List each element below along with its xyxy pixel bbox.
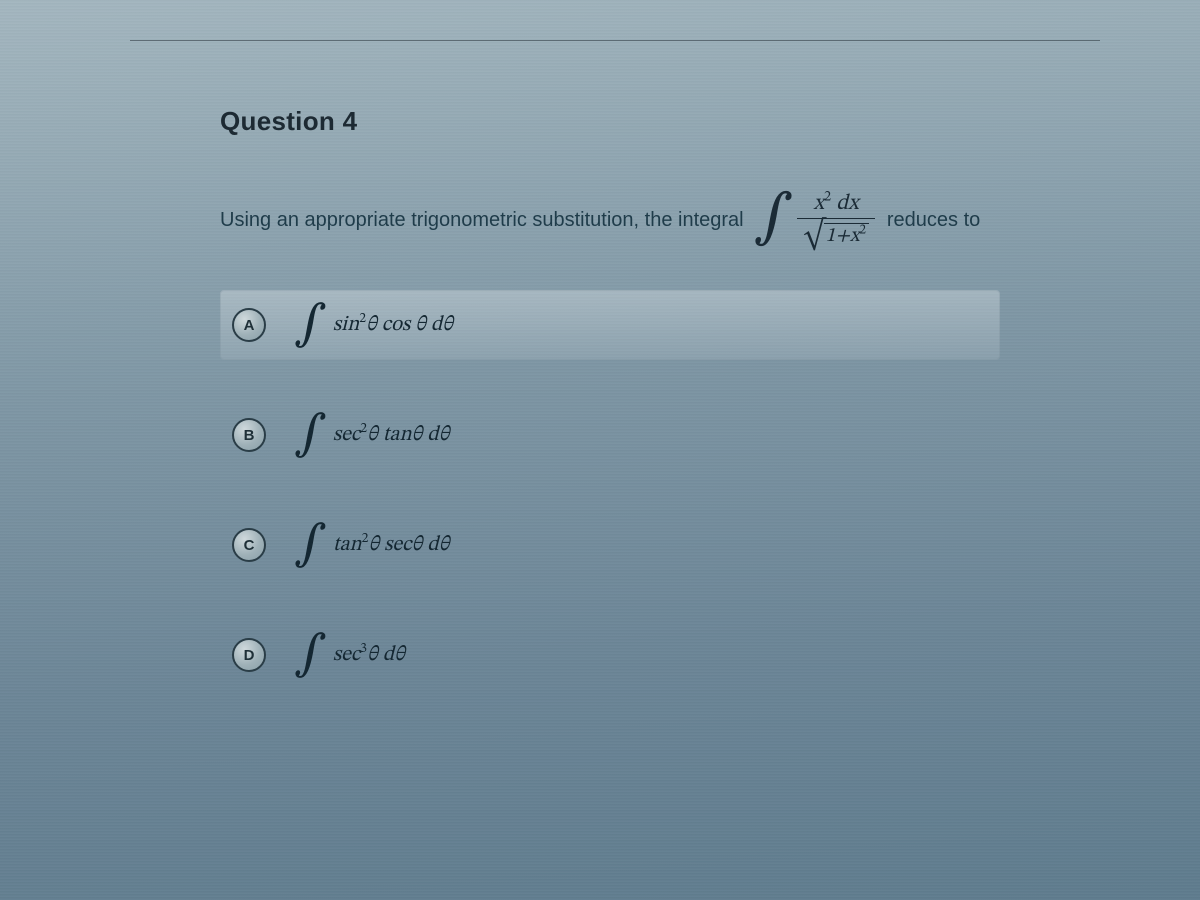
radicand: 1+x2 [824, 223, 869, 246]
question-title: Question 4 [220, 106, 357, 137]
sqrt: √ 1+x2 [803, 223, 869, 246]
prompt-lead-text: Using an appropriate trigonometric subst… [220, 209, 744, 232]
prompt-trail-text: reduces to [887, 209, 980, 232]
option-expression: ∫sec2θ tanθ dθ [294, 422, 449, 448]
option-marker: B [232, 418, 266, 452]
integral-sign-icon: ∫ [294, 423, 327, 447]
radical-sign-icon: √ [803, 225, 825, 248]
option-marker: C [232, 528, 266, 562]
prompt-integral: ∫ x2 dx √ 1+x2 [754, 193, 875, 247]
option-a[interactable]: A ∫sin2θ cos θ dθ [220, 290, 1000, 360]
fraction-numerator: x2 dx [807, 193, 864, 218]
option-b[interactable]: B ∫sec2θ tanθ dθ [220, 400, 1000, 470]
options-list: A ∫sin2θ cos θ dθ B ∫sec2θ tanθ dθ C ∫tan2θ s… [220, 290, 1000, 730]
quiz-page: Question 4 Using an appropriate trigonom… [0, 0, 1200, 900]
option-d[interactable]: D ∫sec3θ dθ [220, 620, 1000, 690]
integral-sign-icon: ∫ [294, 313, 327, 337]
option-marker: A [232, 308, 266, 342]
fraction-denominator: √ 1+x2 [797, 218, 875, 247]
fraction: x2 dx √ 1+x2 [797, 193, 875, 247]
option-expression: ∫tan2θ secθ dθ [294, 532, 449, 558]
integral-sign-icon: ∫ [294, 533, 327, 557]
option-expression: ∫sec3θ dθ [294, 642, 405, 668]
divider [130, 40, 1100, 41]
option-c[interactable]: C ∫tan2θ secθ dθ [220, 510, 1000, 580]
option-marker: D [232, 638, 266, 672]
option-expression: ∫sin2θ cos θ dθ [294, 312, 453, 338]
question-prompt: Using an appropriate trigonometric subst… [220, 190, 1080, 250]
integral-sign-icon: ∫ [294, 643, 327, 667]
integral-sign-icon: ∫ [754, 201, 794, 236]
